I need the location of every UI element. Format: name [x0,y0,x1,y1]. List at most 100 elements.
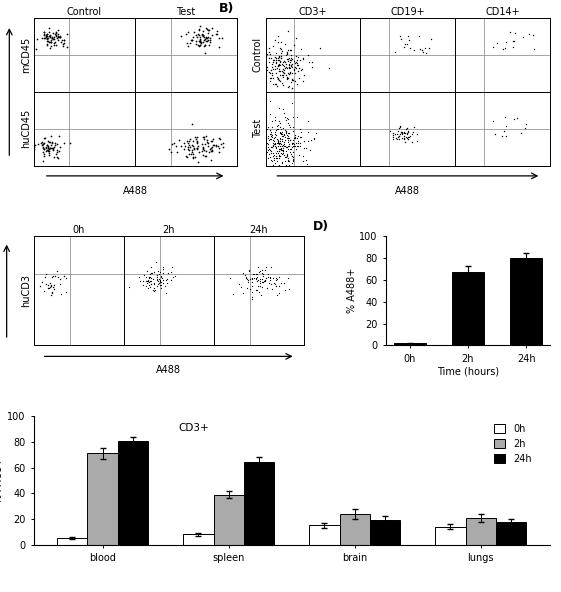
Point [54,131,63,141]
Point [395,123,404,133]
Point [269,73,278,82]
Point [206,146,215,155]
Point [36,138,45,147]
Point [266,143,275,152]
Point [285,63,294,73]
Point [157,274,166,283]
Point [293,168,302,177]
Point [405,44,414,53]
Point [421,44,430,53]
Point [48,138,57,147]
Point [248,269,257,279]
Point [282,143,291,152]
Point [275,282,284,291]
Point [502,37,511,46]
Point [278,70,287,80]
Point [295,63,304,72]
Point [30,142,39,152]
Point [289,154,298,163]
Point [56,33,65,42]
Point [153,276,162,285]
Point [44,33,53,43]
Point [259,155,268,165]
Point [42,145,51,155]
Point [282,113,291,123]
Point [289,56,298,66]
Point [297,44,306,54]
Point [145,273,154,282]
Point [287,83,296,93]
Point [54,32,63,41]
Point [41,279,50,288]
Point [525,30,534,39]
Point [283,155,292,165]
Point [392,129,401,139]
Point [275,57,284,66]
Point [145,277,154,287]
Point [42,143,50,153]
Point [247,281,256,290]
Point [278,146,287,156]
Point [47,131,56,141]
Point [288,136,297,145]
Point [144,274,153,283]
Point [396,123,404,132]
Point [198,144,207,154]
Point [183,27,192,37]
Point [273,156,282,166]
Point [243,275,252,284]
Point [280,40,289,49]
Point [390,129,399,139]
Bar [452,272,484,346]
Point [277,144,286,153]
Point [136,277,145,287]
Point [44,137,53,146]
Point [194,157,203,167]
Point [264,269,273,278]
Point [394,133,403,142]
Point [40,272,49,281]
Point [281,115,290,125]
Bar [88,453,118,545]
Point [303,116,312,126]
Point [283,131,292,140]
Point [403,133,412,143]
Point [269,138,278,147]
Point [277,148,286,157]
Point [279,130,288,140]
Point [270,138,279,147]
Point [265,57,274,66]
Point [273,275,282,284]
Point [53,153,62,163]
Point [291,33,300,43]
Point [285,67,294,77]
Point [38,34,47,43]
Point [195,37,204,46]
Point [286,60,295,70]
Point [249,134,257,144]
Point [282,130,291,140]
Bar [118,440,148,545]
Point [149,285,158,295]
Point [254,268,263,277]
Point [152,271,161,280]
Point [268,148,277,157]
Point [276,136,285,146]
Point [43,40,52,49]
Point [190,144,199,153]
Point [270,133,279,143]
Point [219,142,228,152]
Point [274,160,283,169]
Point [199,150,208,160]
Point [213,141,222,150]
Point [277,128,286,138]
Point [282,49,291,58]
Point [39,133,48,143]
Point [152,281,161,291]
Point [502,121,511,131]
Point [498,132,507,141]
Point [194,147,203,156]
Point [288,112,297,121]
Point [298,54,307,63]
Point [287,54,296,64]
